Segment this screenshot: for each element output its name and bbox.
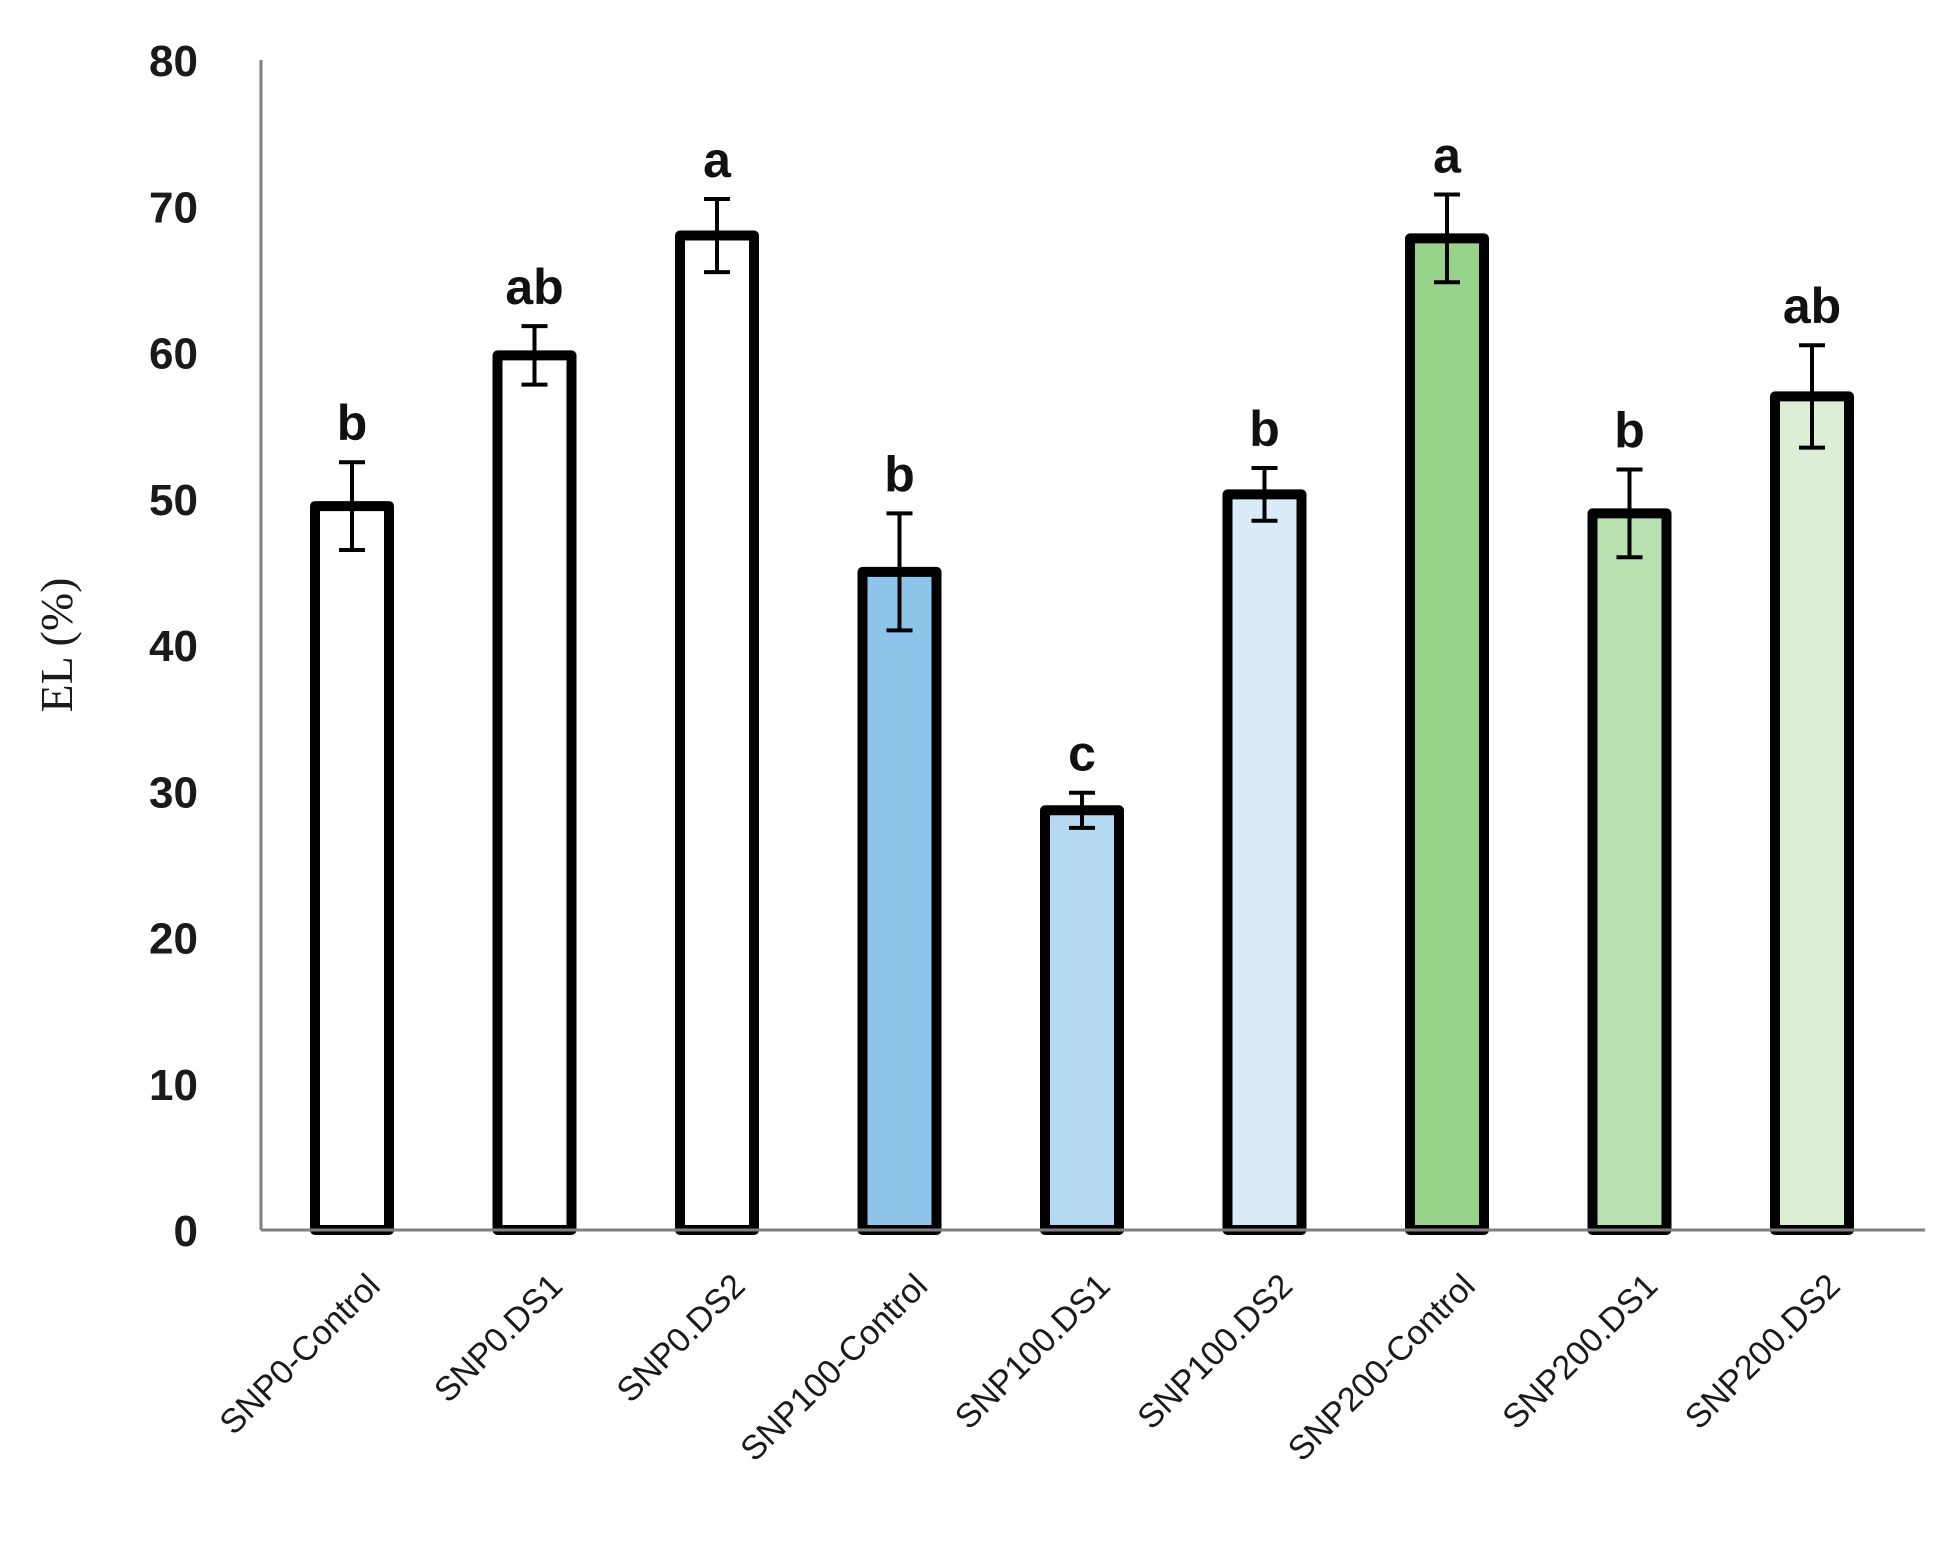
bar-SNP0.DS1 — [492, 350, 577, 1235]
x-tick-label-SNP100-Control: SNP100-Control — [733, 1267, 935, 1469]
y-tick-label-0: 0 — [174, 1207, 198, 1256]
significance-label-SNP0.DS2: a — [703, 132, 732, 188]
significance-label-SNP200-Control: a — [1433, 128, 1462, 184]
y-tick-label-70: 70 — [149, 183, 198, 232]
significance-label-SNP100.DS1: c — [1068, 726, 1096, 782]
y-tick-label-30: 30 — [149, 768, 198, 817]
error-bar-SNP100-Control — [886, 511, 913, 633]
y-axis-title: EL (%) — [31, 578, 82, 713]
error-bar-SNP0-Control — [339, 460, 365, 552]
x-tick-label-SNP0.DS1: SNP0.DS1 — [427, 1267, 570, 1410]
x-tick-label-SNP0-Control: SNP0-Control — [212, 1267, 387, 1442]
y-tick-label-60: 60 — [149, 330, 198, 379]
significance-label-SNP100-Control: b — [884, 446, 915, 502]
significance-label-SNP200.DS1: b — [1614, 403, 1645, 459]
x-tick-label-SNP100.DS2: SNP100.DS2 — [1130, 1267, 1300, 1437]
x-tick-label-SNP100.DS1: SNP100.DS1 — [948, 1267, 1118, 1437]
error-bar-SNP0.DS1 — [521, 324, 548, 387]
significance-label-SNP0-Control: b — [337, 395, 368, 451]
bar-SNP200-Control — [1405, 233, 1489, 1236]
bar-SNP200.DS2 — [1770, 391, 1854, 1235]
bar-SNP100.DS2 — [1222, 489, 1307, 1235]
y-tick-label-80: 80 — [149, 37, 198, 86]
y-tick-label-20: 20 — [149, 915, 198, 964]
bar-SNP100-Control — [857, 566, 942, 1235]
significance-label-SNP200.DS2: ab — [1783, 278, 1841, 334]
x-axis-labels: SNP0-Control SNP0.DS1 SNP0.DS2SNP100-Contr… — [212, 1267, 1847, 1469]
error-bar-SNP0.DS2 — [704, 196, 730, 275]
bar-SNP0-Control — [310, 501, 394, 1235]
bar-SNP100.DS1 — [1040, 805, 1124, 1235]
error-bar-SNP200-Control — [1434, 192, 1460, 285]
significance-label-SNP100.DS2: b — [1249, 401, 1280, 457]
x-tick-label-SNP200.DS1: SNP200.DS1 — [1495, 1267, 1665, 1437]
significance-label-SNP0.DS1: ab — [505, 259, 563, 315]
axes — [259, 60, 1925, 1232]
y-axis-ticks: 0 10 20 30 40 50 60 70 80 — [149, 37, 198, 1256]
error-bars — [339, 192, 1825, 830]
y-tick-label-40: 40 — [149, 622, 198, 671]
error-bar-SNP100.DS2 — [1251, 466, 1278, 523]
bar-SNP0.DS2 — [675, 230, 759, 1235]
error-bar-SNP200.DS1 — [1616, 467, 1643, 560]
error-bar-SNP100.DS1 — [1069, 790, 1095, 830]
error-bar-SNP200.DS2 — [1799, 343, 1825, 450]
bar-SNP200.DS1 — [1587, 508, 1672, 1235]
x-tick-label-SNP0.DS2: SNP0.DS2 — [610, 1267, 753, 1410]
x-tick-label-SNP200.DS2: SNP200.DS2 — [1678, 1267, 1848, 1437]
x-tick-label-SNP200-Control: SNP200-Control — [1281, 1267, 1483, 1469]
y-tick-label-10: 10 — [149, 1061, 198, 1110]
y-tick-label-50: 50 — [149, 476, 198, 525]
